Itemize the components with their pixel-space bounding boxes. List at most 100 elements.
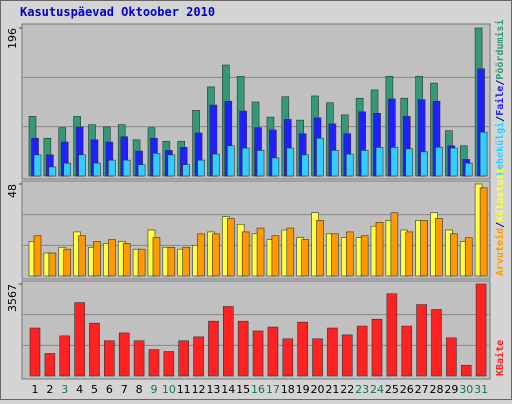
bar	[63, 162, 72, 177]
bar	[33, 154, 42, 177]
bar	[182, 246, 190, 277]
x-tick-label: 2	[46, 383, 53, 396]
bar	[152, 237, 161, 277]
bar	[212, 233, 220, 277]
bar	[208, 320, 219, 377]
bar	[435, 147, 443, 177]
bar	[416, 304, 427, 377]
bar	[29, 327, 41, 377]
bar	[152, 153, 161, 177]
bar	[297, 321, 308, 377]
bar	[267, 326, 279, 377]
legend-entry: Pöördumisi	[494, 19, 506, 79]
bar	[282, 338, 294, 377]
bar	[122, 159, 131, 177]
bar	[360, 150, 369, 177]
bar	[405, 231, 414, 277]
bar	[331, 233, 339, 277]
bar	[167, 154, 176, 177]
x-tick-label: 25	[385, 383, 399, 396]
legend-entry: Arvuteid	[494, 228, 506, 276]
x-tick-label: 19	[296, 383, 310, 396]
x-tick-label: 21	[325, 383, 339, 396]
bar	[63, 248, 72, 277]
legend-entry: KBaite	[494, 340, 506, 376]
x-tick-label: 6	[106, 383, 113, 396]
bar	[118, 332, 130, 377]
bar	[74, 302, 85, 377]
x-tick-label: 9	[150, 383, 157, 396]
x-tick-label: 5	[91, 383, 98, 396]
bar	[371, 318, 383, 377]
x-tick-label: 22	[340, 383, 354, 396]
bar	[356, 325, 368, 377]
bar	[252, 330, 264, 377]
bar	[464, 237, 473, 277]
x-tick-label: 18	[281, 383, 295, 396]
bar	[197, 159, 205, 177]
bar	[33, 235, 42, 277]
chart-title: Kasutuspäevad Oktoober 2010	[20, 5, 215, 19]
bar	[223, 306, 234, 377]
x-tick-label: 12	[192, 383, 206, 396]
bar	[48, 252, 57, 277]
bar	[197, 233, 205, 277]
bar	[345, 153, 354, 177]
bar	[375, 222, 384, 277]
bar	[148, 349, 160, 377]
bar	[420, 220, 428, 277]
bar	[446, 337, 457, 377]
x-tick-label: 14	[221, 383, 235, 396]
y-tick-label: 196	[6, 28, 19, 49]
bar	[48, 166, 57, 177]
bar	[212, 153, 220, 177]
bar	[167, 246, 176, 277]
bar	[460, 364, 472, 377]
bar	[435, 218, 443, 277]
bar	[137, 164, 146, 177]
bar	[122, 243, 131, 277]
bar	[386, 293, 398, 377]
bar	[256, 227, 265, 277]
x-tick-label: 26	[400, 383, 414, 396]
legend-separator: /	[495, 116, 506, 122]
legend: Lehekülgi/Faile/Pöördumisi	[494, 19, 506, 176]
legend-entry: Faile	[494, 86, 506, 116]
bar	[341, 334, 353, 377]
x-tick-label: 28	[429, 383, 443, 396]
bar	[301, 154, 309, 177]
bar	[271, 235, 280, 277]
y-tick-label: 3567	[6, 284, 19, 312]
bar	[479, 131, 488, 177]
bar	[93, 241, 101, 277]
x-tick-label: 20	[311, 383, 325, 396]
bar	[405, 148, 414, 177]
bar	[108, 159, 116, 177]
bar	[420, 151, 428, 177]
x-tick-label: 3	[61, 383, 68, 396]
bar	[104, 340, 115, 377]
x-tick-label: 11	[177, 383, 191, 396]
x-tick-label: 10	[162, 383, 176, 396]
x-tick-label: 8	[136, 383, 143, 396]
x-tick-label: 31	[474, 383, 488, 396]
bar	[227, 218, 235, 277]
bar	[78, 154, 86, 177]
bar	[108, 239, 116, 277]
legend-separator: /	[495, 222, 506, 228]
bar	[44, 353, 56, 377]
bar	[193, 336, 204, 377]
bar	[450, 147, 458, 177]
bar	[390, 212, 399, 277]
x-tick-label: 7	[121, 383, 128, 396]
bar	[137, 248, 146, 277]
x-tick-label: 13	[206, 383, 220, 396]
bar	[182, 164, 190, 177]
x-tick-label: 16	[251, 383, 265, 396]
bar	[401, 325, 413, 377]
bar	[227, 145, 235, 177]
legend: Arvuteid/Külastusi	[494, 168, 506, 276]
bar	[133, 340, 145, 377]
bar	[312, 338, 323, 377]
bar	[375, 147, 384, 177]
